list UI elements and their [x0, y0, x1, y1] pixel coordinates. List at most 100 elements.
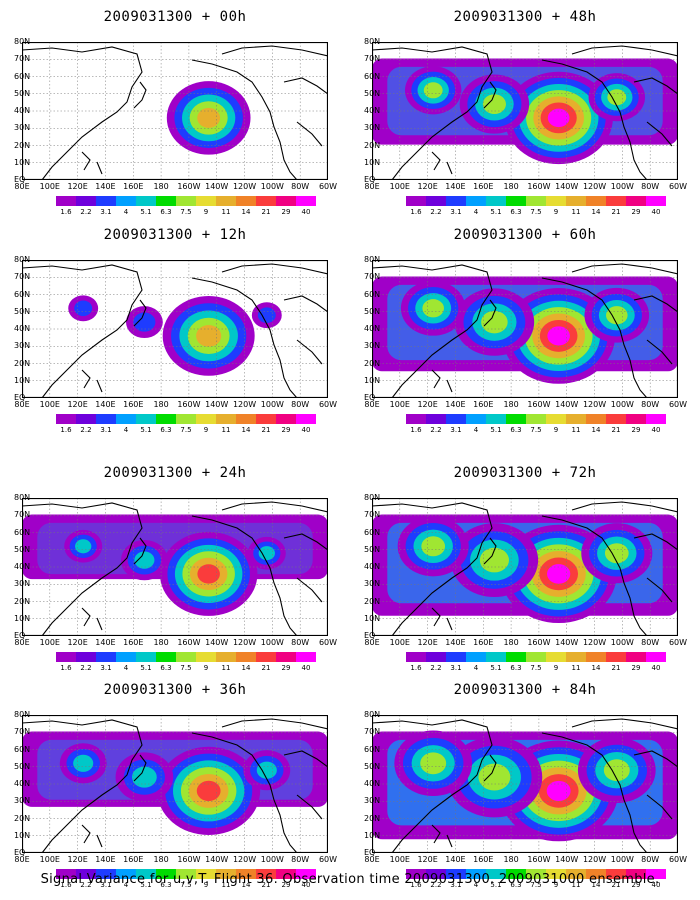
- coastlines: [372, 263, 678, 398]
- longitude-label: 140W: [205, 182, 229, 191]
- figure-caption: Signal Variance for u,v,T. Flight 36. Ob…: [40, 872, 660, 887]
- colorbar-label: 21: [261, 881, 271, 889]
- longitude-label: 140E: [95, 400, 116, 409]
- colorbar-swatch: [276, 869, 296, 879]
- colorbar-swatch: [566, 414, 586, 424]
- colorbar-swatch: [216, 414, 236, 424]
- latitude-label: 80N: [364, 710, 381, 719]
- panel-title: 2009031300 + 60h: [453, 227, 597, 243]
- longitude-label: 60W: [668, 400, 688, 409]
- variance-contours: [372, 730, 678, 842]
- colorbar-labels: 1.6 2.2 3.1 4 5.1 6.3 7.5 9 11 14 21 29 40: [406, 426, 666, 435]
- colorbar: [406, 196, 666, 206]
- variance-contours: [22, 731, 328, 835]
- colorbar-label: 4: [473, 664, 479, 672]
- colorbar-label: 4: [473, 426, 479, 434]
- latitude-label: 80N: [364, 37, 381, 46]
- colorbar-swatch: [196, 196, 216, 206]
- colorbar-label: 2.2: [80, 426, 92, 434]
- coastlines: [22, 263, 328, 398]
- colorbar-swatch: [446, 196, 466, 206]
- latitude-label: 40N: [364, 324, 381, 333]
- longitude-label: 160W: [527, 855, 551, 864]
- colorbar-label: 9: [203, 426, 209, 434]
- colorbar-swatch: [486, 869, 506, 879]
- colorbar-label: 14: [241, 426, 251, 434]
- longitude-label: 120E: [417, 638, 438, 647]
- latitude-label: 10N: [364, 157, 381, 167]
- variance-contours: [372, 58, 678, 165]
- map-panel: 2009031300 + 72h 80N 70N 60N 50N 40N 30N 20N 10N…: [350, 456, 700, 672]
- longitude-label: 160W: [527, 400, 551, 409]
- contour-fill: [547, 564, 571, 584]
- longitude-label: 140E: [445, 400, 466, 409]
- colorbar-label: 9: [553, 208, 559, 216]
- longitude-label: 160E: [473, 855, 494, 864]
- panel-title: 2009031300 + 12h: [103, 227, 247, 243]
- colorbar-label: 7.5: [530, 426, 542, 434]
- latitude-label: EQ: [14, 393, 26, 402]
- colorbar-swatch: [626, 414, 646, 424]
- contour-fill: [479, 547, 509, 573]
- colorbar-swatch: [406, 652, 426, 662]
- latitude-label: 70N: [364, 54, 381, 64]
- latitude-label: 40N: [364, 106, 381, 115]
- longitude-label: 160W: [527, 638, 551, 647]
- colorbar-swatch: [216, 869, 236, 879]
- map-canvas: [22, 498, 328, 636]
- latitude-label: EQ: [14, 848, 26, 857]
- latitude-label: 20N: [364, 813, 381, 823]
- latitude-label: 20N: [364, 140, 381, 150]
- colorbar-swatch: [446, 869, 466, 879]
- latitude-label: 70N: [14, 727, 31, 737]
- colorbar-label: 29: [281, 664, 291, 672]
- colorbar-label: 6.3: [160, 208, 172, 216]
- variance-map: 80N 70N 60N 50N 40N 30N 20N 10N EQ 80E 100E 120E 140…: [364, 38, 687, 192]
- colorbar-swatch: [196, 414, 216, 424]
- panel-title: 2009031300 + 24h: [103, 465, 247, 481]
- latitude-label: 60N: [14, 744, 31, 754]
- latitude-label: 30N: [14, 341, 31, 351]
- colorbar-label: 14: [591, 208, 601, 216]
- contour-fill: [420, 752, 447, 775]
- longitude-label: 100W: [260, 182, 284, 191]
- latitude-label: 80N: [14, 255, 31, 264]
- colorbar-label: 7.5: [530, 664, 542, 672]
- latitude-label: 50N: [364, 761, 381, 771]
- latitude-label: 80N: [14, 37, 31, 46]
- map-panel: 2009031300 + 84h 80N 70N 60N 50N 40N 30N 20N 10N…: [350, 673, 700, 889]
- colorbar-label: 6.3: [510, 664, 522, 672]
- latitude-label: 60N: [364, 744, 381, 754]
- colorbar-labels: 1.6 2.2 3.1 4 5.1 6.3 7.5 9 11 14 21 29 40: [406, 208, 666, 217]
- colorbar-label: 4: [123, 426, 129, 434]
- map-canvas: [372, 260, 678, 398]
- colorbar-swatch: [506, 196, 526, 206]
- variance-map: 80N 70N 60N 50N 40N 30N 20N 10N EQ 80E 100E 120E 140…: [14, 38, 337, 192]
- longitude-label: 140W: [205, 638, 229, 647]
- variance-contours: [22, 514, 328, 616]
- colorbar-label: 5.1: [140, 664, 152, 672]
- longitude-label: 80E: [364, 638, 380, 647]
- colorbar-swatch: [646, 414, 666, 424]
- longitude-label: 120W: [232, 638, 257, 647]
- latitude-label: 10N: [14, 613, 31, 623]
- colorbar: [56, 414, 316, 424]
- colorbar-label: 40: [651, 426, 661, 434]
- variance-map: 80N 70N 60N 50N 40N 30N 20N 10N EQ 80E 100E 120E 140…: [364, 494, 687, 648]
- longitude-label: 60W: [318, 400, 338, 409]
- colorbar-labels: 1.6 2.2 3.1 4 5.1 6.3 7.5 9 11 14 21 29 40: [406, 881, 666, 890]
- colorbar-swatch: [56, 414, 76, 424]
- colorbar-swatch: [56, 869, 76, 879]
- colorbar-label: 9: [553, 426, 559, 434]
- longitude-label: 100W: [260, 855, 284, 864]
- colorbar-label: 40: [301, 208, 311, 216]
- colorbar-label: 3.1: [450, 664, 462, 672]
- longitude-label: 100E: [39, 638, 60, 647]
- colorbar-label: 29: [631, 881, 641, 889]
- colorbar-swatch: [426, 414, 446, 424]
- colorbar-label: 21: [261, 664, 271, 672]
- longitude-label: 100E: [389, 855, 410, 864]
- contour-fill: [604, 543, 629, 564]
- contour-fill: [603, 759, 630, 782]
- colorbar-swatch: [276, 652, 296, 662]
